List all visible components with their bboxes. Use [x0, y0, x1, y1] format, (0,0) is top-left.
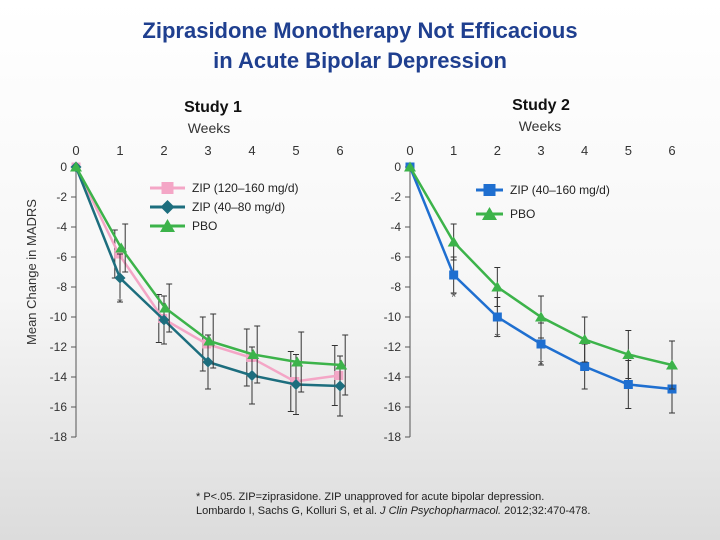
- panel-title-study-2: Study 2: [512, 97, 570, 114]
- legend-marker-study-1-1: [160, 200, 175, 214]
- x-axis-label-weeks-study-2: Weeks: [519, 118, 562, 134]
- y-tick-label-study-1-7: -14: [50, 370, 68, 384]
- data-point-study-1-series-2-week-4: [247, 349, 260, 359]
- data-point-study-2-series-1-week-4: [578, 334, 591, 344]
- data-point-study-1-series-2-week-6: [335, 359, 348, 370]
- data-point-study-1-series-1-week-5: [290, 379, 302, 390]
- x-tick-label-study-1-week-0: 0: [72, 143, 79, 158]
- data-point-study-2-series-0-week-5: [623, 380, 633, 389]
- x-tick-label-study-2-week-2: 2: [494, 143, 501, 158]
- x-tick-label-study-1-week-2: 2: [160, 143, 167, 158]
- x-tick-label-study-2-week-0: 0: [406, 143, 413, 158]
- data-point-study-1-series-1-week-4: [246, 370, 258, 381]
- y-tick-label-study-2-5: -10: [384, 310, 402, 324]
- data-point-study-2-series-0-week-2: [492, 312, 502, 322]
- y-tick-label-study-1-8: -16: [50, 400, 68, 414]
- y-tick-label-study-1-2: -4: [56, 220, 67, 234]
- data-point-study-1-series-1-week-2: [158, 314, 170, 326]
- data-point-study-1-series-2-week-3: [203, 335, 216, 346]
- y-tick-label-study-2-2: -4: [390, 220, 401, 234]
- data-point-study-1-series-2-week-1: [115, 242, 128, 253]
- significance-asterisk-study-2-1: *: [495, 329, 501, 345]
- y-tick-label-study-2-0: 0: [394, 160, 401, 174]
- data-point-study-2-series-1-week-0: [404, 161, 416, 172]
- data-point-study-1-series-1-week-1: [114, 272, 126, 284]
- data-point-study-1-series-2-week-0: [70, 161, 82, 172]
- legend-marker-study-2-0: [483, 184, 496, 196]
- legend-marker-study-2-1: [482, 207, 497, 220]
- footnote-line-2: Lombardo I, Sachs G, Kolluri S, et al. J…: [196, 504, 696, 518]
- x-tick-label-study-1-week-6: 6: [336, 143, 343, 158]
- y-tick-label-study-1-6: -12: [50, 340, 68, 354]
- data-point-study-2-series-1-week-6: [666, 359, 678, 370]
- legend-marker-study-1-0: [161, 182, 174, 194]
- significance-asterisk-study-2-0: *: [451, 289, 457, 305]
- data-point-study-1-series-2-week-5: [291, 356, 304, 367]
- panel-title-study-1: Study 1: [184, 99, 242, 116]
- y-tick-label-study-2-6: -12: [384, 340, 402, 354]
- y-tick-label-study-1-9: -18: [50, 430, 68, 444]
- data-point-study-2-series-1-week-1: [447, 236, 460, 247]
- citation-authors: Lombardo I, Sachs G, Kolluri S, et al.: [196, 505, 381, 517]
- data-point-study-2-series-1-week-5: [622, 349, 635, 359]
- data-point-study-2-series-0-week-1: [449, 270, 459, 280]
- data-point-study-1-series-0-week-6: [334, 371, 344, 380]
- x-tick-label-study-2-week-3: 3: [537, 143, 544, 158]
- y-tick-label-study-2-9: -18: [384, 430, 402, 444]
- x-tick-label-study-1-week-3: 3: [204, 143, 211, 158]
- data-point-study-2-series-0-week-3: [536, 339, 546, 349]
- footnote: * P<.05. ZIP=ziprasidone. ZIP unapproved…: [196, 490, 696, 518]
- data-point-study-1-series-1-week-3: [202, 356, 214, 368]
- y-tick-label-study-2-8: -16: [384, 400, 402, 414]
- data-point-study-1-series-2-week-2: [159, 302, 172, 313]
- x-tick-label-study-1-week-1: 1: [116, 143, 123, 158]
- y-tick-label-study-2-4: -8: [390, 280, 401, 294]
- slide-title: Ziprasidone Monotherapy Not Efficacious …: [0, 16, 720, 76]
- legend-marker-study-1-2: [160, 219, 175, 232]
- x-tick-label-study-1-week-5: 5: [292, 143, 299, 158]
- x-tick-label-study-2-week-4: 4: [581, 143, 588, 158]
- citation-journal: J Clin Psychopharmacol.: [380, 505, 502, 517]
- legend-label-study-2-0: ZIP (40–160 mg/d): [510, 183, 610, 197]
- x-tick-label-study-2-week-5: 5: [625, 143, 632, 158]
- y-tick-label-study-2-1: -2: [390, 190, 401, 204]
- significance-asterisk-study-1-0: *: [117, 295, 123, 311]
- x-tick-label-study-2-week-6: 6: [668, 143, 675, 158]
- y-tick-label-study-1-3: -6: [56, 250, 67, 264]
- legend-label-study-1-2: PBO: [192, 219, 217, 233]
- y-axis-label: Mean Change in MADRS: [24, 199, 39, 345]
- data-point-study-2-series-1-week-2: [491, 281, 504, 292]
- x-tick-label-study-2-week-1: 1: [450, 143, 457, 158]
- significance-asterisk-study-2-2: *: [538, 356, 544, 372]
- y-tick-label-study-1-0: 0: [60, 160, 67, 174]
- y-tick-label-study-2-3: -6: [390, 250, 401, 264]
- x-axis-label-weeks-study-1: Weeks: [188, 120, 231, 136]
- y-tick-label-study-1-5: -10: [50, 310, 68, 324]
- footnote-line-1: * P<.05. ZIP=ziprasidone. ZIP unapproved…: [196, 491, 545, 503]
- y-tick-label-study-1-4: -8: [56, 280, 67, 294]
- legend-label-study-1-0: ZIP (120–160 mg/d): [192, 181, 299, 195]
- slide-title-line-2: in Acute Bipolar Depression: [213, 48, 507, 73]
- y-tick-label-study-1-1: -2: [56, 190, 67, 204]
- x-tick-label-study-1-week-4: 4: [248, 143, 255, 158]
- y-tick-label-study-2-7: -14: [384, 370, 402, 384]
- slide-title-line-1: Ziprasidone Monotherapy Not Efficacious: [142, 18, 578, 43]
- data-point-study-1-series-1-week-6: [334, 380, 346, 392]
- data-point-study-2-series-0-week-4: [580, 362, 590, 371]
- data-point-study-2-series-1-week-3: [535, 311, 547, 322]
- legend-label-study-1-1: ZIP (40–80 mg/d): [192, 200, 285, 214]
- legend-label-study-2-1: PBO: [510, 207, 535, 221]
- citation-volume: 2012;32:470-478.: [501, 505, 591, 517]
